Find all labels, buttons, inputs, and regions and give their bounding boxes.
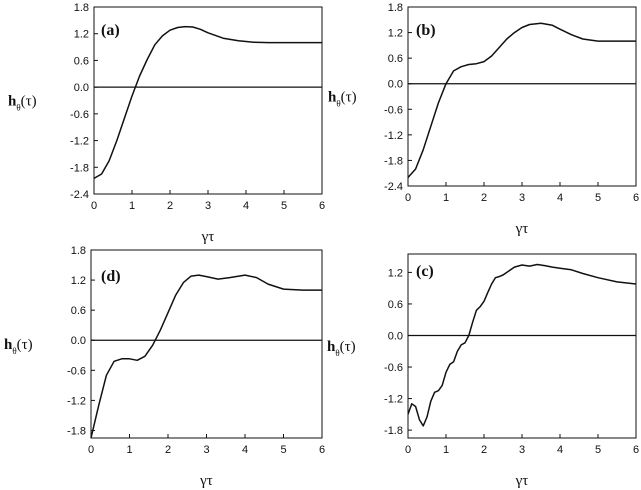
x-tick-label: 2 bbox=[167, 200, 173, 212]
y-axis-label-arg: (τ) bbox=[17, 337, 33, 353]
x-tick-label: 1 bbox=[126, 444, 132, 456]
y-tick-label: 0.6 bbox=[388, 53, 403, 65]
y-axis-label-sub: θ bbox=[12, 346, 16, 356]
y-axis-label-arg: (τ) bbox=[340, 339, 356, 355]
y-tick-label: 0.6 bbox=[74, 55, 89, 67]
series-line bbox=[90, 274, 322, 439]
y-tick-label: 1.8 bbox=[74, 2, 89, 14]
y-axis-label: hθ(τ) bbox=[8, 94, 37, 113]
plot-frame bbox=[407, 253, 637, 439]
panel-label: (a) bbox=[101, 22, 120, 39]
plot-frame bbox=[90, 249, 323, 439]
series-line bbox=[93, 25, 322, 180]
x-tick-label: 6 bbox=[319, 444, 325, 456]
y-tick-label: 0.0 bbox=[71, 335, 86, 347]
y-axis-label-main: h bbox=[327, 339, 336, 355]
y-tick-label: 0.0 bbox=[74, 82, 89, 94]
plot-frame bbox=[93, 6, 323, 195]
y-tick-label: 0.0 bbox=[388, 330, 403, 342]
y-tick-label: -0.6 bbox=[70, 109, 89, 121]
y-tick-label: -1.2 bbox=[70, 136, 89, 148]
y-tick-label: 0.6 bbox=[388, 299, 403, 311]
y-tick-label: -1.8 bbox=[67, 425, 86, 437]
y-tick-label: -2.4 bbox=[384, 181, 403, 193]
y-axis-label-main: h bbox=[328, 90, 337, 106]
x-tick-label: 2 bbox=[481, 444, 487, 456]
x-tick-label: 4 bbox=[243, 200, 249, 212]
y-axis-label: hθ(τ) bbox=[4, 337, 33, 356]
x-tick-label: 0 bbox=[405, 192, 411, 204]
x-tick-label: 1 bbox=[443, 192, 449, 204]
panel-2: 1.8 1.2 0.6 0.0 -0.6 -1.2 -1.8 -2.40 1 2 3 4 5 6 (b) hθ… bbox=[328, 2, 639, 237]
y-tick-label: -1.8 bbox=[384, 155, 403, 167]
x-tick-label: 0 bbox=[91, 200, 97, 212]
y-tick-label: 1.8 bbox=[388, 2, 403, 14]
x-tick-label: 4 bbox=[557, 444, 563, 456]
y-tick-label: 1.2 bbox=[388, 28, 403, 40]
panel-label: (d) bbox=[101, 268, 121, 285]
panel-3: 1.8 1.2 0.6 0.0 -0.6 -1.2 -1.80 1 2 3 4 5 6 (d) hθ(τ) γ… bbox=[4, 245, 325, 489]
x-tick-label: 0 bbox=[405, 444, 411, 456]
x-tick-label: 5 bbox=[280, 444, 286, 456]
panel-label: (c) bbox=[416, 263, 434, 280]
x-tick-label: 2 bbox=[481, 192, 487, 204]
y-tick-label: -2.4 bbox=[70, 189, 89, 201]
y-tick-label: -0.6 bbox=[384, 104, 403, 116]
y-tick-label: -1.2 bbox=[67, 395, 86, 407]
y-tick-label: 1.2 bbox=[71, 275, 86, 287]
y-tick-label: 0.6 bbox=[71, 305, 86, 317]
x-tick-label: 2 bbox=[165, 444, 171, 456]
y-tick-label: -1.8 bbox=[384, 425, 403, 437]
x-tick-label: 6 bbox=[633, 192, 639, 204]
y-tick-label: -0.6 bbox=[384, 362, 403, 374]
x-tick-label: 4 bbox=[557, 192, 563, 204]
y-axis-label: hθ(τ) bbox=[328, 90, 357, 109]
y-tick-label: -0.6 bbox=[67, 365, 86, 377]
y-axis-label-sub: θ bbox=[16, 103, 20, 113]
x-tick-label: 3 bbox=[519, 444, 525, 456]
series-line bbox=[407, 263, 637, 427]
plot-frame bbox=[407, 6, 637, 187]
x-axis-label: γτ bbox=[201, 229, 215, 245]
y-axis-label-main: h bbox=[4, 337, 13, 353]
x-tick-label: 5 bbox=[595, 444, 601, 456]
y-tick-label: 1.2 bbox=[74, 29, 89, 41]
x-axis-label: γτ bbox=[515, 221, 529, 237]
x-axis-label: γτ bbox=[199, 473, 213, 489]
x-tick-label: 1 bbox=[129, 200, 135, 212]
y-axis-label-sub: θ bbox=[335, 348, 339, 358]
y-tick-label: -1.2 bbox=[384, 130, 403, 142]
x-axis-label: γτ bbox=[515, 473, 529, 489]
x-tick-label: 5 bbox=[281, 200, 287, 212]
panel-1: 1.8 1.2 0.6 0.0 -0.6 -1.2 -1.8 -2.40 1 2 3 4 5 6 (a) hθ… bbox=[8, 2, 325, 245]
y-tick-label: 0.0 bbox=[388, 79, 403, 91]
x-tick-label: 6 bbox=[633, 444, 639, 456]
y-axis-label-sub: θ bbox=[336, 99, 340, 109]
x-tick-label: 4 bbox=[242, 444, 248, 456]
y-tick-label: 1.2 bbox=[388, 267, 403, 279]
y-axis-label-arg: (τ) bbox=[21, 94, 37, 110]
y-axis-label-arg: (τ) bbox=[341, 90, 357, 106]
x-tick-label: 3 bbox=[203, 444, 209, 456]
panel-4: 1.2 0.6 0.0 -0.6 -1.2 -1.80 1 2 3 4 5 6 (c) hθ(τ) γτ bbox=[327, 253, 639, 489]
x-tick-label: 5 bbox=[595, 192, 601, 204]
x-tick-label: 6 bbox=[319, 200, 325, 212]
x-tick-label: 3 bbox=[519, 192, 525, 204]
y-axis-label: hθ(τ) bbox=[327, 339, 356, 358]
y-tick-label: -1.8 bbox=[70, 162, 89, 174]
y-tick-label: 1.8 bbox=[71, 245, 86, 257]
x-tick-label: 3 bbox=[205, 200, 211, 212]
y-tick-label: -1.2 bbox=[384, 394, 403, 406]
x-tick-label: 1 bbox=[443, 444, 449, 456]
panel-label: (b) bbox=[416, 22, 436, 39]
y-axis-label-main: h bbox=[8, 94, 17, 110]
x-tick-label: 0 bbox=[88, 444, 94, 456]
series-line bbox=[407, 22, 636, 178]
